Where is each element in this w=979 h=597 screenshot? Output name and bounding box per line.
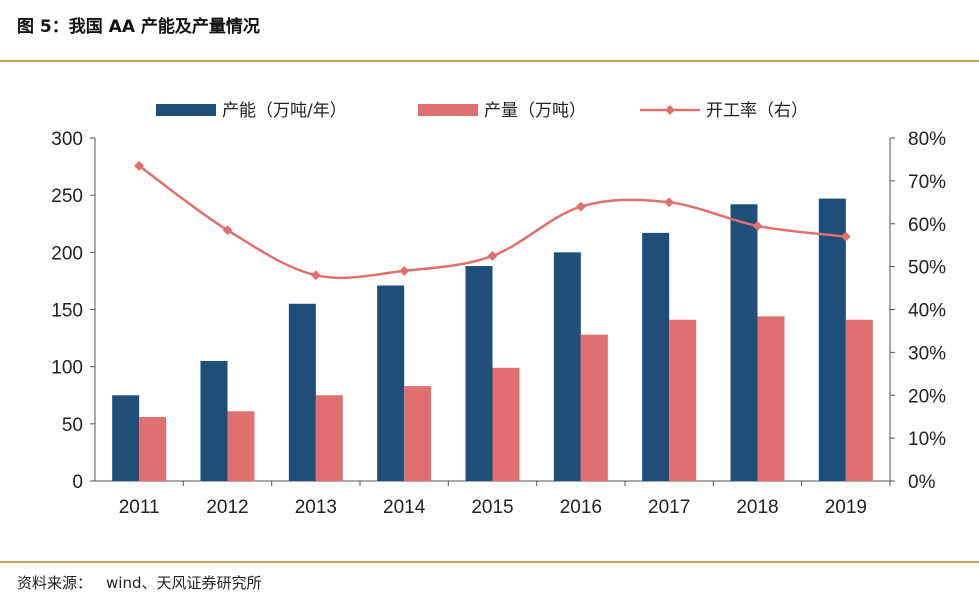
capacity-bar	[818, 198, 846, 481]
right-tick-label: 60%	[908, 215, 946, 236]
output-bar	[580, 334, 608, 481]
left-tick-label: 250	[51, 186, 83, 207]
x-tick-label: 2015	[471, 497, 513, 518]
legend-swatch-rate-marker	[665, 105, 675, 115]
legend-swatch-capacity	[156, 104, 216, 116]
output-bar	[669, 319, 697, 481]
output-bar	[315, 395, 343, 481]
capacity-bar	[377, 285, 405, 481]
left-tick-label: 300	[51, 129, 83, 150]
utilization-point	[840, 231, 851, 242]
x-tick-label: 2013	[295, 497, 337, 518]
capacity-bar	[112, 395, 140, 481]
output-bar	[845, 319, 873, 481]
left-tick-label: 150	[51, 301, 83, 322]
utilization-point	[134, 160, 145, 171]
right-tick-label: 20%	[908, 386, 946, 407]
x-tick-label: 2011	[119, 497, 160, 518]
output-bar	[404, 386, 432, 481]
source-note: 资料来源： wind、天风证券研究所	[17, 572, 261, 593]
left-tick-label: 0	[72, 472, 83, 493]
source-label: 资料来源：	[17, 574, 93, 592]
right-tick-label: 50%	[908, 258, 946, 279]
figure-title: 图 5：我国 AA 产能及产量情况	[17, 17, 260, 37]
capacity-bar	[642, 232, 670, 481]
right-tick-label: 70%	[908, 172, 946, 193]
utilization-point	[752, 220, 763, 231]
utilization-point	[664, 197, 675, 208]
right-tick-label: 0%	[908, 472, 936, 493]
x-tick-label: 2016	[560, 497, 602, 518]
right-tick-label: 40%	[908, 301, 946, 322]
output-bar	[227, 411, 255, 481]
left-tick-label: 200	[51, 243, 83, 264]
utilization-point	[487, 250, 498, 261]
capacity-bar	[465, 266, 493, 481]
legend-label-output: 产量（万吨）	[484, 101, 586, 121]
source-value: wind、天风证券研究所	[106, 574, 262, 592]
legend-label-rate: 开工率（右）	[706, 101, 808, 121]
bottom-divider	[0, 561, 979, 563]
legend-swatch-output	[418, 104, 478, 116]
utilization-point	[222, 225, 233, 236]
x-tick-label: 2018	[736, 497, 778, 518]
utilization-point	[399, 265, 410, 276]
right-tick-label: 10%	[908, 429, 946, 450]
capacity-bar	[730, 204, 758, 481]
legend-label-capacity: 产能（万吨/年）	[222, 101, 347, 121]
x-tick-label: 2019	[825, 497, 867, 518]
right-tick-label: 80%	[908, 129, 946, 150]
capacity-bar	[553, 252, 581, 481]
capacity-bar	[200, 360, 228, 481]
utilization-point	[575, 201, 586, 212]
x-tick-label: 2012	[206, 497, 248, 518]
utilization-point	[310, 270, 321, 281]
output-bar	[757, 316, 785, 481]
left-tick-label: 100	[51, 358, 83, 379]
x-tick-label: 2017	[648, 497, 690, 518]
top-divider	[0, 60, 979, 62]
right-tick-label: 30%	[908, 343, 946, 364]
output-bar	[492, 367, 520, 481]
left-tick-label: 50	[62, 415, 83, 436]
capacity-bar	[288, 303, 316, 481]
output-bar	[139, 416, 167, 481]
chart: 0 50 100 150 200 250 300 0% 10% 20% 30% 40% 50% 60% 70…	[51, 101, 946, 518]
x-tick-label: 2014	[383, 497, 426, 518]
